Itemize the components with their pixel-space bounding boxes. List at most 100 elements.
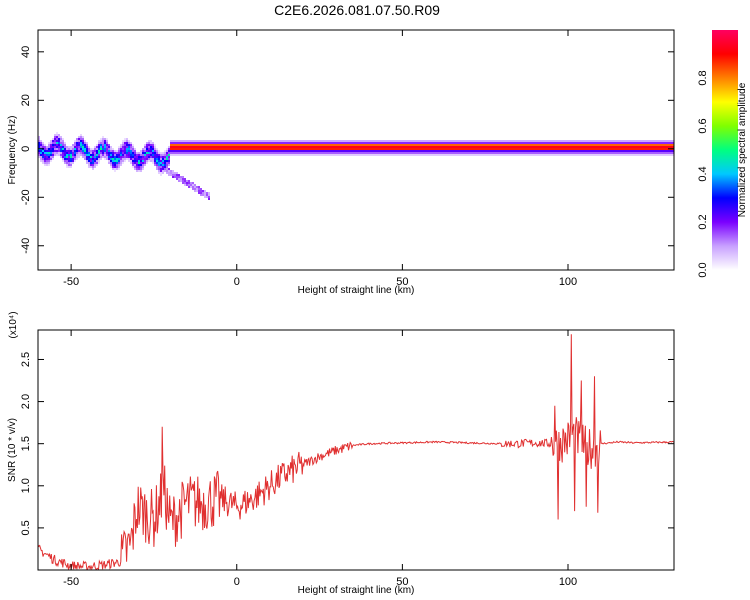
heatmap-cell <box>286 150 288 152</box>
heatmap-cell <box>104 144 106 146</box>
heatmap-cell <box>412 140 414 142</box>
heatmap-cell <box>500 152 502 154</box>
heatmap-cell <box>322 148 324 150</box>
heatmap-cell <box>98 142 100 144</box>
heatmap-cell <box>484 144 486 146</box>
heatmap-cell <box>134 168 136 170</box>
heatmap-cell <box>610 148 612 150</box>
heatmap-cell <box>540 146 542 148</box>
heatmap-cell <box>116 162 118 164</box>
heatmap-cell <box>322 146 324 148</box>
heatmap-cell <box>574 150 576 152</box>
heatmap-cell <box>62 154 64 156</box>
heatmap-cell <box>636 152 638 154</box>
heatmap-cell <box>624 152 626 154</box>
heatmap-cell <box>254 152 256 154</box>
heatmap-cell <box>486 140 488 142</box>
heatmap-cell <box>170 142 172 144</box>
heatmap-cell <box>196 144 198 146</box>
heatmap-cell <box>618 140 620 142</box>
heatmap-cell <box>252 144 254 146</box>
heatmap-cell <box>220 142 222 144</box>
heatmap-cell <box>52 150 54 152</box>
heatmap-cell <box>590 140 592 142</box>
heatmap-cell <box>144 158 146 160</box>
heatmap-cell <box>192 146 194 148</box>
heatmap-cell <box>370 144 372 146</box>
heatmap-cell <box>320 142 322 144</box>
heatmap-cell <box>308 154 310 156</box>
heatmap-cell <box>398 148 400 150</box>
heatmap-cell <box>670 144 672 146</box>
heatmap-cell <box>202 144 204 146</box>
heatmap-cell <box>44 160 46 162</box>
heatmap-cell <box>182 154 184 156</box>
heatmap-cell <box>584 152 586 154</box>
heatmap-cell <box>540 148 542 150</box>
heatmap-cell <box>140 156 142 158</box>
heatmap-cell <box>114 154 116 156</box>
heatmap-cell <box>76 150 78 152</box>
heatmap-cell <box>562 140 564 142</box>
heatmap-cell <box>546 150 548 152</box>
heatmap-cell <box>202 190 204 192</box>
heatmap-cell <box>618 144 620 146</box>
heatmap-cell <box>112 166 114 168</box>
heatmap-cell <box>250 148 252 150</box>
heatmap-cell <box>390 154 392 156</box>
heatmap-cell <box>216 144 218 146</box>
heatmap-cell <box>388 144 390 146</box>
heatmap-cell <box>340 154 342 156</box>
heatmap-cell <box>186 150 188 152</box>
heatmap-cell <box>412 154 414 156</box>
heatmap-cell <box>106 138 108 140</box>
heatmap-cell <box>66 160 68 162</box>
heatmap-cell <box>176 174 178 176</box>
heatmap-cell <box>466 140 468 142</box>
heatmap-cell <box>316 154 318 156</box>
heatmap-cell <box>468 150 470 152</box>
heatmap-cell <box>652 140 654 142</box>
heatmap-cell <box>104 140 106 142</box>
heatmap-cell <box>268 152 270 154</box>
heatmap-cell <box>134 156 136 158</box>
heatmap-cell <box>120 158 122 160</box>
heatmap-cell <box>432 148 434 150</box>
heatmap-cell <box>618 148 620 150</box>
heatmap-cell <box>126 142 128 144</box>
heatmap-cell <box>214 154 216 156</box>
heatmap-cell <box>398 146 400 148</box>
heatmap-cell <box>92 150 94 152</box>
heatmap-cell <box>472 152 474 154</box>
heatmap-cell <box>176 150 178 152</box>
heatmap-cell <box>640 150 642 152</box>
heatmap-cell <box>384 146 386 148</box>
heatmap-cell <box>172 170 174 172</box>
heatmap-cell <box>594 150 596 152</box>
heatmap-cell <box>294 154 296 156</box>
heatmap-cell <box>662 150 664 152</box>
heatmap-cell <box>162 160 164 162</box>
heatmap-cell <box>502 152 504 154</box>
heatmap-cell <box>318 152 320 154</box>
heatmap-cell <box>368 146 370 148</box>
heatmap-cell <box>468 148 470 150</box>
heatmap-cell <box>306 150 308 152</box>
heatmap-cell <box>306 148 308 150</box>
heatmap-cell <box>48 148 50 150</box>
heatmap-cell <box>608 144 610 146</box>
heatmap-cell <box>416 146 418 148</box>
heatmap-cell <box>72 148 74 150</box>
heatmap-cell <box>204 142 206 144</box>
heatmap-cell <box>664 140 666 142</box>
heatmap-cell <box>66 158 68 160</box>
heatmap-cell <box>174 148 176 150</box>
heatmap-cell <box>68 160 70 162</box>
heatmap-cell <box>478 148 480 150</box>
heatmap-cell <box>374 140 376 142</box>
heatmap-cell <box>544 150 546 152</box>
heatmap-cell <box>444 146 446 148</box>
heatmap-cell <box>98 146 100 148</box>
heatmap-cell <box>500 140 502 142</box>
heatmap-cell <box>622 140 624 142</box>
